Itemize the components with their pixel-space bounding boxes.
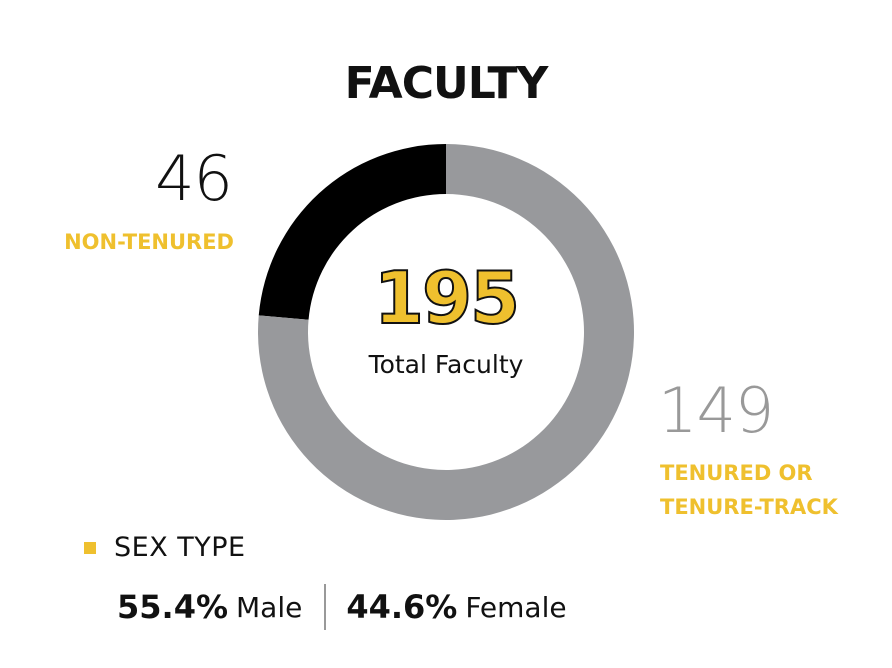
sex-type-header: SEX TYPE — [84, 532, 246, 563]
female-label: Female — [465, 590, 567, 624]
square-bullet-icon — [84, 541, 96, 554]
donut-slice-nontenured — [258, 144, 446, 320]
nontenured-label: NON-TENURED — [64, 230, 234, 254]
total-faculty-value: 195 — [373, 256, 521, 340]
sex-type-title: SEX TYPE — [114, 532, 246, 563]
male-percent: 55.4% — [117, 588, 229, 626]
sex-breakdown: 55.4% Male 44.6% Female — [117, 584, 567, 630]
divider — [324, 584, 327, 630]
tenured-label: TENURED OR TENURE-TRACK — [660, 461, 838, 519]
female-percent: 44.6% — [346, 588, 458, 626]
total-faculty-caption: Total Faculty — [368, 350, 524, 379]
nontenured-value: 46 — [155, 142, 233, 215]
chart-title: FACULTY — [344, 58, 549, 109]
tenured-value: 149 — [658, 374, 774, 447]
male-label: Male — [236, 590, 303, 624]
